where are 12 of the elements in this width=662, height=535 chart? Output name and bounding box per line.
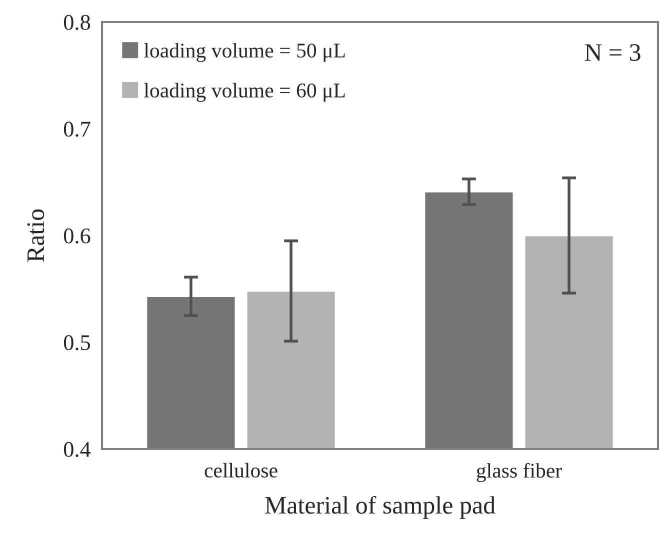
x-tick-label: glass fiber: [476, 462, 562, 482]
annotation: N = 3: [584, 44, 640, 61]
y-tick-label: 0.5: [64, 335, 90, 350]
y-tick-label: 0.6: [64, 228, 90, 244]
y-tick-label: 0.8: [64, 14, 90, 30]
legend-label: loading volume = 50 μL: [144, 42, 345, 62]
y-tick-label: 0.7: [64, 122, 90, 137]
y-tick-label: 0.4: [64, 442, 91, 458]
y-axis-title: Ratio: [27, 209, 44, 262]
x-tick-label: cellulose: [204, 462, 278, 478]
x-axis-title: Material of sample pad: [265, 496, 496, 519]
legend-label: loading volume = 60 μL: [144, 82, 345, 102]
